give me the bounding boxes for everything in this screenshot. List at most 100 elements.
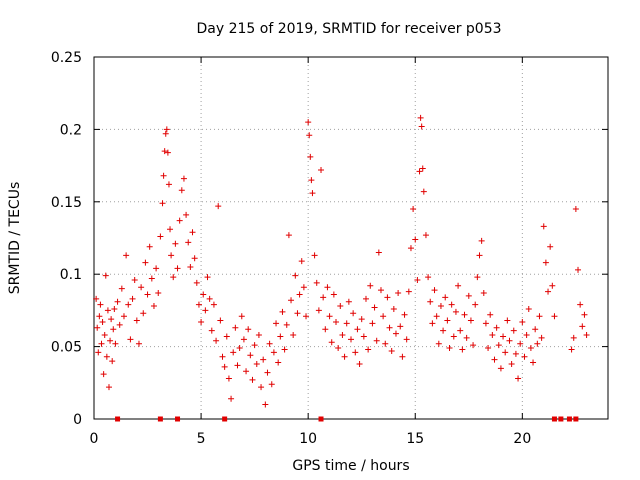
data-point [467,317,474,324]
data-point [193,279,200,286]
data-point [440,327,447,334]
x-tick-label: 10 [299,431,317,447]
data-point [435,340,442,347]
data-point [457,327,464,334]
data-point [384,294,391,301]
data-point [465,292,472,299]
data-point [140,310,147,317]
data-point [210,301,217,308]
data-point [354,326,361,333]
y-tick-label: 0.15 [51,195,82,211]
data-point [183,211,190,218]
x-tick-label: 20 [513,431,531,447]
data-point [202,307,209,314]
data-point [352,349,359,356]
data-point [262,401,269,408]
data-point [148,275,155,282]
data-point [303,313,310,320]
data-point [392,330,399,337]
data-point [116,321,123,328]
data-point [155,290,162,297]
data-point [172,240,179,247]
data-point [388,347,395,354]
data-point [101,332,108,339]
data-point [123,252,130,259]
data-point [328,339,335,346]
data-point [480,290,487,297]
data-point [343,320,350,327]
zero-value-marker [573,416,579,422]
data-point [450,333,457,340]
data-point [397,323,404,330]
data-point [98,340,105,347]
data-point [187,263,194,270]
data-point [510,327,517,334]
data-point [412,236,419,243]
data-point [320,294,327,301]
x-axis-label: GPS time / hours [292,458,409,474]
data-point [373,337,380,344]
data-point [579,323,586,330]
data-point [463,334,470,341]
data-point [515,375,522,382]
data-point [279,308,286,315]
axis-ticks: 0 0.05 0.1 0.15 0.2 0.25 0 5 10 15 20 [51,50,608,447]
zero-value-marker [318,416,324,422]
data-point [410,206,417,213]
data-point [159,200,166,207]
data-point [118,285,125,292]
data-point [504,317,511,324]
data-point [572,206,579,213]
data-point [162,130,169,137]
data-point [414,276,421,283]
data-point [219,353,226,360]
data-point [377,287,384,294]
data-point [476,252,483,259]
data-point [103,353,110,360]
data-point [206,295,213,302]
data-point [326,313,333,320]
data-point [330,291,337,298]
data-point [581,311,588,318]
data-point [311,252,318,259]
data-point [333,318,340,325]
y-tick-label: 0.2 [60,122,82,138]
y-axis-label: SRMTID / TECUs [7,182,23,295]
x-tick-label: 15 [406,431,424,447]
data-point [444,317,451,324]
data-point [215,203,222,210]
data-point [146,243,153,250]
data-point [245,326,252,333]
data-point [547,243,554,250]
data-point [512,350,519,357]
data-point [549,282,556,289]
data-point [266,340,273,347]
data-point [135,340,142,347]
data-point [431,287,438,294]
data-point [102,272,109,279]
data-point [168,252,175,259]
data-point [264,369,271,376]
data-point [234,362,241,369]
data-point [371,304,378,311]
zero-value-marker [558,416,564,422]
data-point [200,291,207,298]
data-point [93,295,100,302]
data-point [195,301,202,308]
data-point [315,307,322,314]
data-point [191,255,198,262]
data-point [534,340,541,347]
data-point [470,342,477,349]
data-point [157,233,164,240]
data-point [536,313,543,320]
data-point [419,165,426,172]
data-point [519,318,526,325]
data-point [322,326,329,333]
data-point [253,360,260,367]
data-point [337,303,344,310]
data-point [508,360,515,367]
data-point [532,326,539,333]
data-point [527,345,534,352]
data-point [281,346,288,353]
data-point [551,313,558,320]
